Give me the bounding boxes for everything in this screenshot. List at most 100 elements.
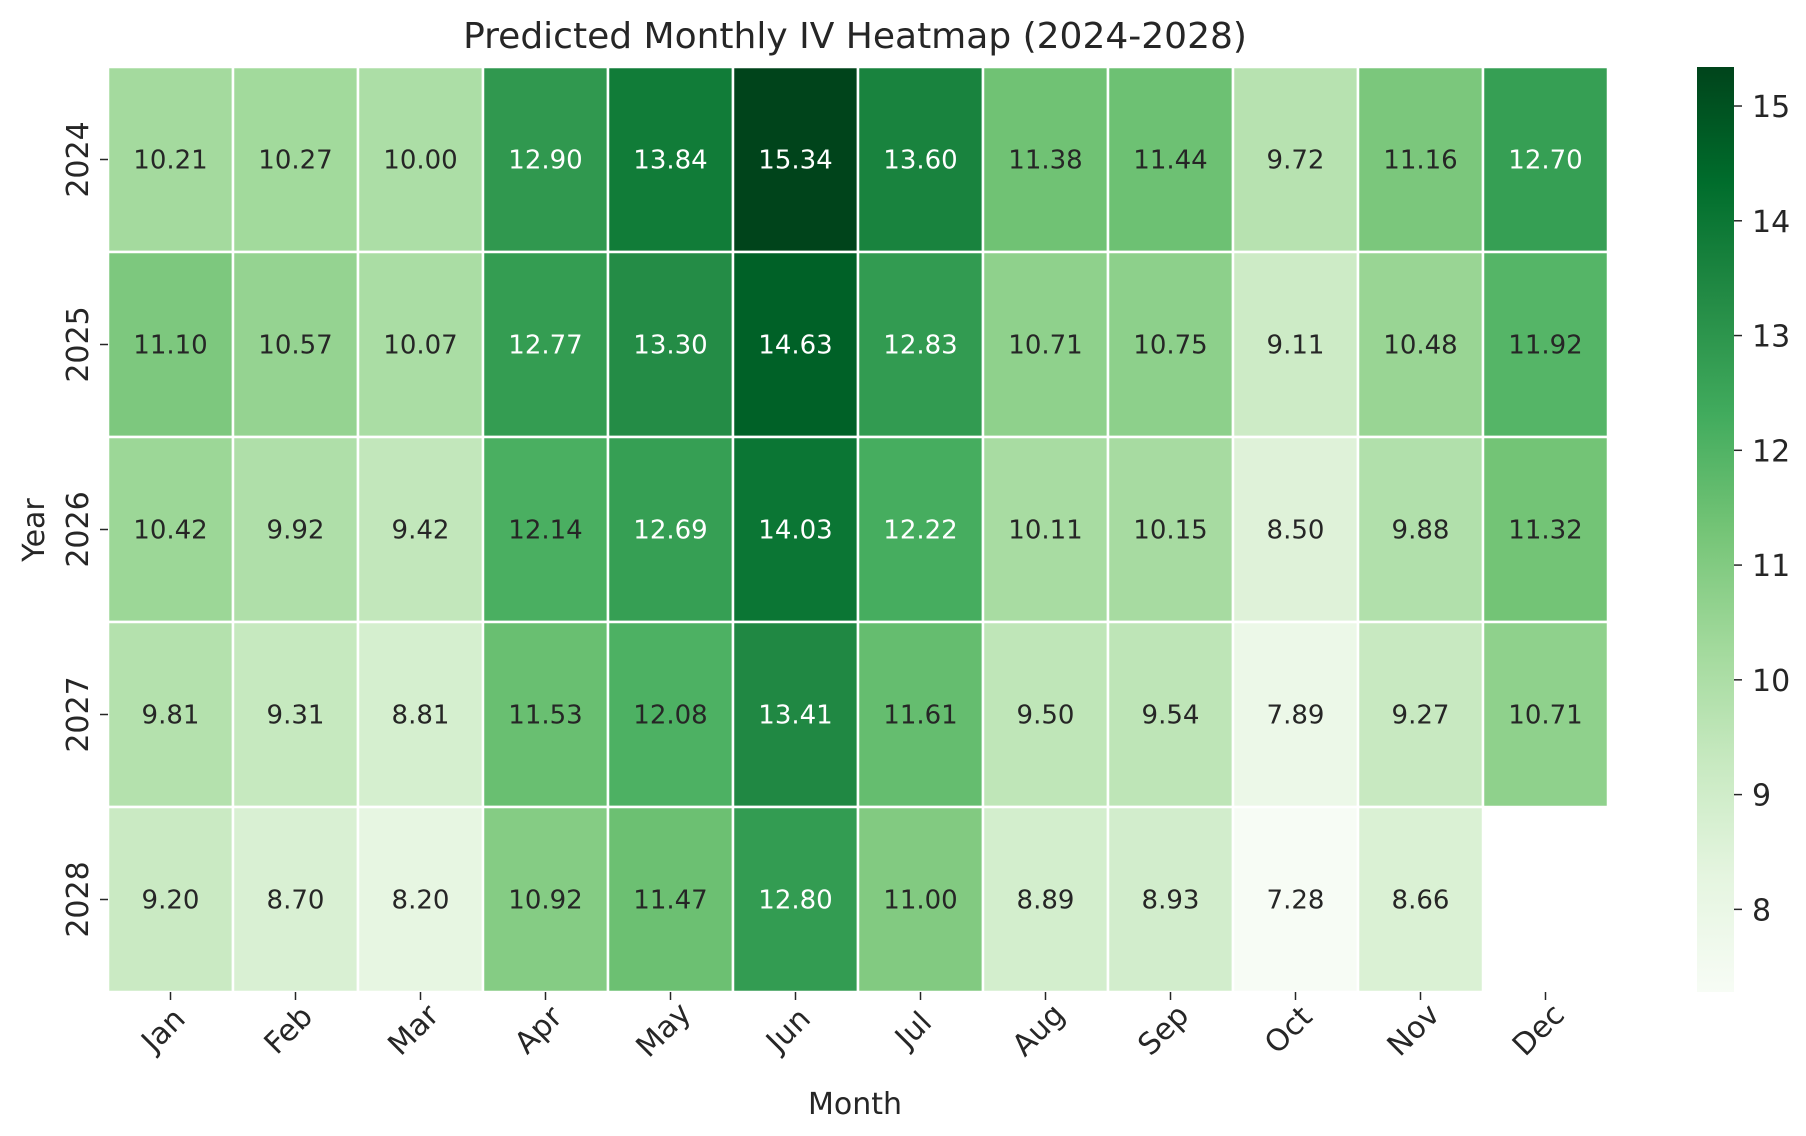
heatmap-cell-2028-Jul — [856, 805, 985, 994]
cell-value-label: 12.70 — [1508, 146, 1582, 176]
cell-value-label: 12.83 — [883, 331, 957, 361]
cell-value-label: 9.27 — [1392, 701, 1450, 731]
heatmap-cell-2026-May — [606, 435, 735, 624]
cell-value-label: 11.38 — [1008, 146, 1082, 176]
y-tick-label-2028: 2028 — [61, 861, 96, 937]
x-axis-label: Month — [808, 1087, 902, 1122]
cell-value-label: 14.03 — [758, 516, 832, 546]
cell-value-label: 9.88 — [1392, 516, 1450, 546]
cell-value-label: 8.50 — [1267, 516, 1325, 546]
cell-value-label: 12.90 — [508, 146, 582, 176]
colorbar-tick-label: 12 — [1752, 434, 1790, 469]
heatmap-cell-2024-Aug — [981, 65, 1110, 254]
cell-value-label: 12.80 — [758, 886, 832, 916]
chart-title: Predicted Monthly IV Heatmap (2024-2028) — [463, 16, 1247, 57]
cell-value-label: 9.42 — [392, 516, 450, 546]
heatmap-cell-2027-Jun — [731, 620, 860, 809]
cell-value-label: 9.50 — [1017, 701, 1075, 731]
cell-value-label: 8.89 — [1017, 886, 1075, 916]
cell-value-label: 10.71 — [1508, 701, 1582, 731]
x-tick-label-nov: Nov — [1381, 997, 1447, 1063]
heatmap-cell-2026-Mar — [356, 435, 485, 624]
cell-value-label: 11.44 — [1133, 146, 1207, 176]
cell-value-label: 9.31 — [267, 701, 325, 731]
x-tick-label-jun: Jun — [758, 1001, 817, 1060]
heatmap-cell-2024-Feb — [231, 65, 360, 254]
cell-value-label: 11.32 — [1508, 516, 1582, 546]
x-tick-label-dec: Dec — [1506, 997, 1572, 1063]
heatmap-cell-2025-Feb — [231, 250, 360, 439]
colorbar-tick-label: 10 — [1752, 664, 1790, 699]
x-axis-ticks: Jan Feb Mar Apr May Jun Jul Aug Sep Oct Nov Dec — [134, 992, 1572, 1065]
heatmap-cell-2028-Mar — [356, 805, 485, 994]
colorbar-tick-label: 13 — [1752, 320, 1790, 355]
cell-value-label: 8.66 — [1392, 886, 1450, 916]
heatmap-cell-2027-Apr — [481, 620, 610, 809]
colorbar-tick-label: 9 — [1752, 779, 1771, 814]
heatmap-cell-2026-Apr — [481, 435, 610, 624]
heatmap-cell-2025-Oct — [1231, 250, 1360, 439]
x-tick-label-aug: Aug — [1006, 997, 1072, 1063]
cell-value-label: 11.92 — [1508, 331, 1582, 361]
x-tick-label-mar: Mar — [381, 997, 446, 1062]
x-tick-label-apr: Apr — [508, 999, 570, 1061]
heatmap-cell-2026-Jan — [106, 435, 235, 624]
heatmap-cell-2026-Dec — [1481, 435, 1610, 624]
x-tick-label-oct: Oct — [1258, 999, 1320, 1061]
cell-value-label: 10.71 — [1008, 331, 1082, 361]
heatmap-cell-2025-Nov — [1356, 250, 1485, 439]
heatmap-cell-2025-Jul — [856, 250, 985, 439]
cell-value-label: 9.72 — [1267, 146, 1325, 176]
colorbar-tick-label: 11 — [1752, 549, 1790, 584]
cell-value-label: 10.00 — [383, 146, 457, 176]
y-axis-label: Year — [17, 498, 52, 563]
cell-value-label: 8.81 — [392, 701, 450, 731]
cell-value-label: 10.75 — [1133, 331, 1207, 361]
heatmap-cell-2025-Aug — [981, 250, 1110, 439]
cell-value-label: 9.54 — [1142, 701, 1200, 731]
x-tick-label-feb: Feb — [258, 999, 320, 1061]
cell-value-label: 10.48 — [1383, 331, 1457, 361]
heatmap-cell-2024-Oct — [1231, 65, 1360, 254]
cell-value-label: 7.89 — [1267, 701, 1325, 731]
heatmap-cell-2025-May — [606, 250, 735, 439]
y-tick-label-2024: 2024 — [61, 121, 96, 197]
cell-value-label: 12.22 — [883, 516, 957, 546]
cell-value-label: 12.14 — [508, 516, 582, 546]
heatmap-cell-2025-Apr — [481, 250, 610, 439]
colorbar: 8 9 10 11 12 13 14 15 — [1697, 67, 1790, 992]
cell-value-label: 7.28 — [1267, 886, 1325, 916]
heatmap-cell-2028-Nov — [1356, 805, 1485, 994]
cell-value-label: 8.70 — [267, 886, 325, 916]
x-tick-label-may: May — [629, 996, 698, 1065]
heatmap-cell-2025-Sep — [1106, 250, 1235, 439]
cell-value-label: 15.34 — [758, 146, 832, 176]
cell-value-label: 14.63 — [758, 331, 832, 361]
cell-value-label: 10.21 — [133, 146, 207, 176]
heatmap-cell-2027-Sep — [1106, 620, 1235, 809]
heatmap-cell-2027-Jul — [856, 620, 985, 809]
heatmap-cell-2028-Feb — [231, 805, 360, 994]
cell-value-label: 12.77 — [508, 331, 582, 361]
x-tick-label-sep: Sep — [1131, 998, 1196, 1063]
heatmap-cell-2027-Nov — [1356, 620, 1485, 809]
heatmap-cell-2027-Jan — [106, 620, 235, 809]
heatmap-cell-2027-Mar — [356, 620, 485, 809]
cell-value-label: 11.16 — [1383, 146, 1457, 176]
heatmap-cell-2027-Dec — [1481, 620, 1610, 809]
cell-value-label: 12.08 — [633, 701, 707, 731]
cell-value-label: 13.41 — [758, 701, 832, 731]
cell-value-label: 9.11 — [1267, 331, 1325, 361]
cell-value-label: 10.57 — [258, 331, 332, 361]
colorbar-tick-label: 14 — [1752, 205, 1790, 240]
colorbar-gradient — [1697, 67, 1734, 992]
cell-value-label: 10.42 — [133, 516, 207, 546]
cell-value-label: 9.20 — [142, 886, 200, 916]
cell-value-label: 13.60 — [883, 146, 957, 176]
heatmap-cell-2024-Jun — [731, 65, 860, 254]
cell-value-label: 9.92 — [267, 516, 325, 546]
cell-value-label: 11.10 — [133, 331, 207, 361]
heatmap-cell-2028-May — [606, 805, 735, 994]
cell-value-label: 10.15 — [1133, 516, 1207, 546]
